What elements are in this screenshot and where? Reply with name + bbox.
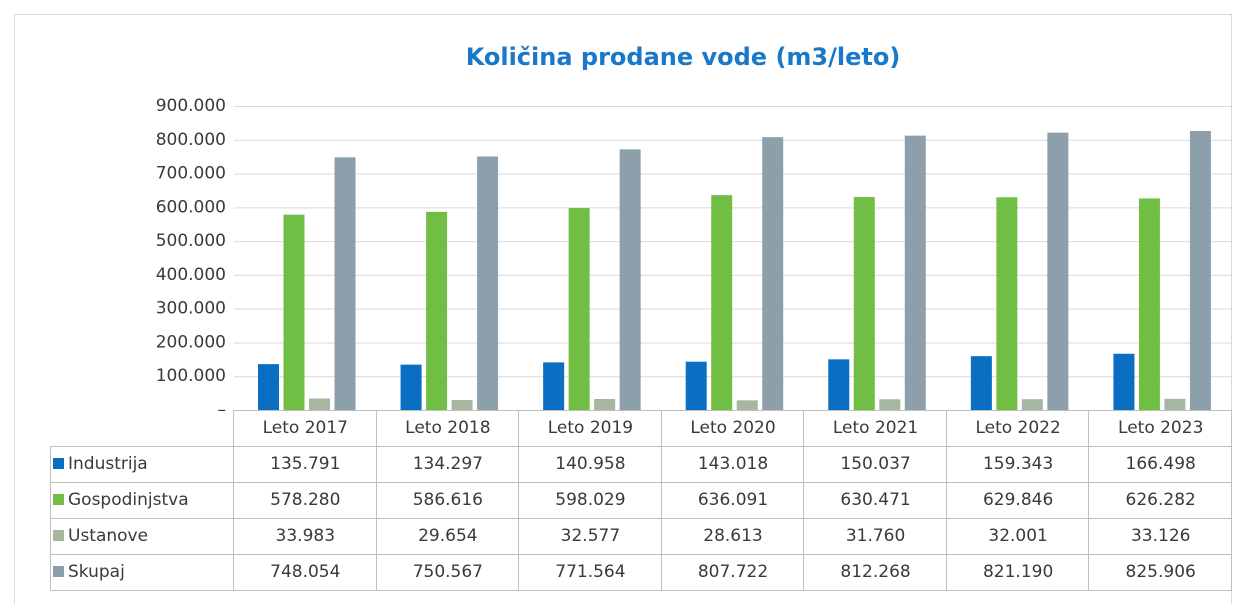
table-value: 812.268 bbox=[840, 562, 910, 582]
y-tick-label: 300.000 bbox=[156, 299, 226, 319]
bar bbox=[543, 362, 565, 410]
bar bbox=[853, 197, 875, 410]
chart-title: Količina prodane vode (m3/leto) bbox=[466, 43, 901, 71]
table-value: 150.037 bbox=[840, 454, 910, 474]
bar bbox=[711, 195, 733, 410]
table-value: 626.282 bbox=[1126, 490, 1196, 510]
bar bbox=[1113, 353, 1135, 410]
table-value: 135.791 bbox=[270, 454, 340, 474]
bar bbox=[736, 400, 758, 410]
legend-label: Skupaj bbox=[68, 562, 125, 582]
legend-label: Industrija bbox=[68, 454, 148, 474]
bar bbox=[904, 135, 926, 411]
table-value: 33.126 bbox=[1131, 526, 1190, 546]
table-value: 748.054 bbox=[270, 562, 340, 582]
bar bbox=[685, 361, 707, 410]
x-tick-label: Leto 2020 bbox=[690, 418, 775, 438]
legend-key bbox=[53, 458, 64, 469]
x-tick-label: Leto 2022 bbox=[975, 418, 1060, 438]
table-value: 159.343 bbox=[983, 454, 1053, 474]
bar bbox=[996, 197, 1018, 410]
bar bbox=[828, 359, 850, 410]
x-tick-label: Leto 2019 bbox=[548, 418, 633, 438]
legend-key bbox=[53, 566, 64, 577]
bar bbox=[879, 399, 901, 410]
bar bbox=[594, 398, 616, 410]
table-value: 629.846 bbox=[983, 490, 1053, 510]
bar bbox=[1189, 131, 1211, 410]
x-tick-label: Leto 2017 bbox=[263, 418, 348, 438]
x-tick-label: Leto 2018 bbox=[405, 418, 490, 438]
table-value: 31.760 bbox=[846, 526, 905, 546]
table-value: 586.616 bbox=[413, 490, 483, 510]
y-tick-label: 500.000 bbox=[156, 231, 226, 251]
bar bbox=[1164, 398, 1186, 410]
table-value: 598.029 bbox=[555, 490, 625, 510]
x-tick-label: Leto 2023 bbox=[1118, 418, 1203, 438]
table-value: 33.983 bbox=[276, 526, 335, 546]
table-value: 166.498 bbox=[1126, 454, 1196, 474]
table-value: 807.722 bbox=[698, 562, 768, 582]
x-tick-label: Leto 2021 bbox=[833, 418, 918, 438]
y-tick-label: 200.000 bbox=[156, 332, 226, 352]
y-tick-label: 100.000 bbox=[156, 366, 226, 386]
bar bbox=[309, 398, 330, 410]
y-tick-label: 700.000 bbox=[156, 164, 226, 184]
table-value: 134.297 bbox=[413, 454, 483, 474]
legend-key bbox=[53, 530, 64, 541]
bar bbox=[334, 157, 356, 410]
bar bbox=[970, 356, 992, 410]
bar bbox=[258, 364, 279, 410]
table-value: 140.958 bbox=[555, 454, 625, 474]
y-tick-label: 800.000 bbox=[156, 130, 226, 150]
bar bbox=[283, 214, 305, 410]
bar bbox=[762, 137, 784, 410]
table-value: 29.654 bbox=[418, 526, 477, 546]
table-value: 750.567 bbox=[413, 562, 483, 582]
y-tick-label: 600.000 bbox=[156, 197, 226, 217]
bar bbox=[426, 211, 448, 410]
table-value: 630.471 bbox=[840, 490, 910, 510]
table-value: 32.577 bbox=[561, 526, 620, 546]
bar bbox=[619, 149, 641, 411]
bar bbox=[400, 364, 422, 410]
y-tick-label: 400.000 bbox=[156, 265, 226, 285]
bar bbox=[568, 207, 590, 410]
bar bbox=[477, 156, 499, 410]
table-value: 825.906 bbox=[1126, 562, 1196, 582]
table-value: 578.280 bbox=[270, 490, 340, 510]
legend-label: Ustanove bbox=[68, 526, 148, 546]
bar bbox=[1021, 399, 1043, 410]
table-value: 821.190 bbox=[983, 562, 1053, 582]
table-value: 32.001 bbox=[988, 526, 1047, 546]
legend-label: Gospodinjstva bbox=[68, 490, 189, 510]
table-value: 28.613 bbox=[703, 526, 762, 546]
bar bbox=[451, 399, 473, 410]
table-value: 143.018 bbox=[698, 454, 768, 474]
table-value: 636.091 bbox=[698, 490, 768, 510]
table-value: 771.564 bbox=[555, 562, 625, 582]
chart-frame bbox=[14, 14, 1232, 608]
bar bbox=[1138, 198, 1160, 410]
legend-key bbox=[53, 494, 64, 505]
y-tick-label: 900.000 bbox=[156, 96, 226, 116]
y-tick-label: – bbox=[218, 400, 227, 420]
bar bbox=[1047, 132, 1069, 410]
